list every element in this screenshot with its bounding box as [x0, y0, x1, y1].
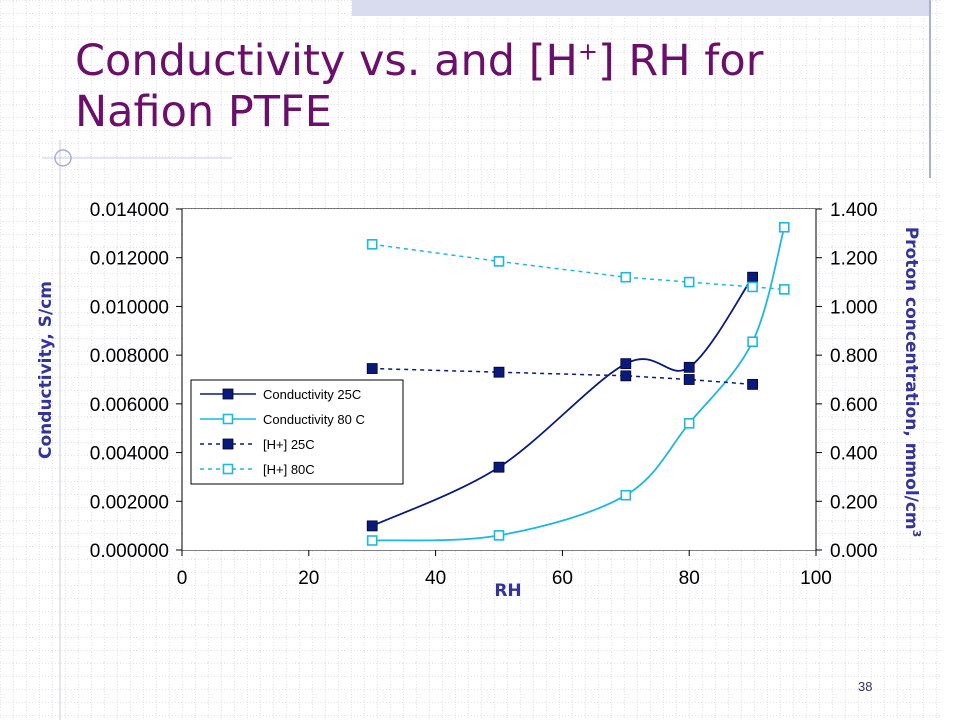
- x-axis-ticks: 0 20 40 60 80 100: [177, 550, 832, 589]
- data-point-marker: [620, 489, 632, 501]
- y-tick-label: 0.002000: [90, 492, 169, 513]
- y2-tick-label: 1.400: [830, 200, 878, 221]
- y2-axis-ticks: 0.000 0.200 0.400 0.600 0.800 1.000 1.200 1.400: [816, 200, 878, 562]
- legend-swatch-marker: [222, 463, 234, 475]
- y2-tick-label: 0.200: [830, 492, 878, 513]
- data-point-marker: [683, 276, 695, 288]
- y2-tick-label: 1.200: [830, 249, 878, 270]
- legend-swatch-marker: [222, 388, 234, 400]
- data-point-marker: [683, 418, 695, 429]
- series-3: [366, 239, 790, 295]
- data-point-marker: [493, 256, 505, 267]
- data-point-marker: [366, 535, 378, 546]
- series-line: [372, 227, 786, 542]
- data-point-marker: [747, 378, 758, 390]
- data-point-marker: [747, 271, 758, 283]
- data-point-marker: [683, 374, 695, 385]
- data-point-marker: [620, 358, 632, 370]
- y-axis-ticks: 0.000000 0.002000 0.004000 0.006000 0.008000…: [90, 200, 182, 562]
- y2-tick-label: 0.600: [830, 395, 878, 416]
- x-tick-label: 80: [679, 568, 700, 589]
- legend-entry: [H+] 25C: [200, 437, 315, 452]
- legend-label: [H+] 80C: [263, 462, 315, 477]
- crosshair-ornament: [54, 149, 72, 167]
- y2-tick-label: 1.000: [830, 297, 878, 318]
- y2-tick-label: 0.000: [830, 541, 878, 562]
- data-point-marker: [620, 271, 632, 283]
- y-axis-title: Conductivity, S/cm: [36, 281, 56, 459]
- series-line: [372, 367, 753, 386]
- data-point-marker: [493, 530, 505, 541]
- legend-swatch-marker: [222, 438, 234, 450]
- series-line: [371, 276, 754, 527]
- y-tick-label: 0.010000: [90, 297, 169, 318]
- legend-entry: Conductivity 25C: [200, 387, 361, 402]
- data-point-marker: [620, 370, 632, 382]
- legend-label: [H+] 25C: [263, 437, 315, 452]
- data-point-marker: [683, 361, 695, 373]
- legend-entry: Conductivity 80 C: [200, 412, 365, 427]
- legend-entry: [H+] 80C: [200, 462, 315, 477]
- data-point-marker: [493, 366, 505, 378]
- data-point-marker: [747, 336, 758, 348]
- y2-tick-label: 0.400: [830, 444, 878, 465]
- y-tick-label: 0.012000: [90, 249, 169, 270]
- series-2: [366, 363, 758, 390]
- data-point-marker: [366, 239, 378, 250]
- data-point-marker: [778, 221, 790, 233]
- y-tick-label: 0.014000: [90, 200, 169, 221]
- x-tick-label: 40: [425, 568, 446, 589]
- legend-label: Conductivity 25C: [263, 387, 361, 402]
- x-tick-label: 60: [552, 568, 573, 589]
- slide-title: Conductivity vs. and [H+] RH for Nafion …: [75, 36, 764, 137]
- y-tick-label: 0.000000: [90, 541, 169, 562]
- data-point-marker: [493, 461, 505, 473]
- y2-axis-title: Proton concentration, mmol/cm3: [901, 227, 923, 538]
- x-tick-label: 100: [800, 568, 832, 589]
- data-point-marker: [366, 520, 378, 532]
- series-line: [372, 243, 785, 291]
- data-point-marker: [747, 281, 758, 293]
- series-0: [366, 271, 758, 532]
- y-tick-label: 0.006000: [90, 395, 169, 416]
- y-tick-label: 0.004000: [90, 444, 169, 465]
- series-1: [366, 221, 790, 546]
- legend-swatch-marker: [222, 413, 234, 425]
- slide-number: 38: [858, 679, 873, 694]
- data-point-marker: [366, 363, 378, 374]
- x-tick-label: 0: [177, 568, 188, 589]
- chart-legend: Conductivity 25C Conductivity 80 C [H+] 25…: [190, 379, 404, 485]
- legend-label: Conductivity 80 C: [263, 412, 365, 427]
- data-point-marker: [778, 284, 790, 295]
- x-tick-label: 20: [298, 568, 319, 589]
- x-axis-title: RH: [494, 581, 521, 601]
- y2-tick-label: 0.800: [830, 346, 878, 367]
- chart-series: [366, 221, 790, 546]
- y-tick-label: 0.008000: [90, 346, 169, 367]
